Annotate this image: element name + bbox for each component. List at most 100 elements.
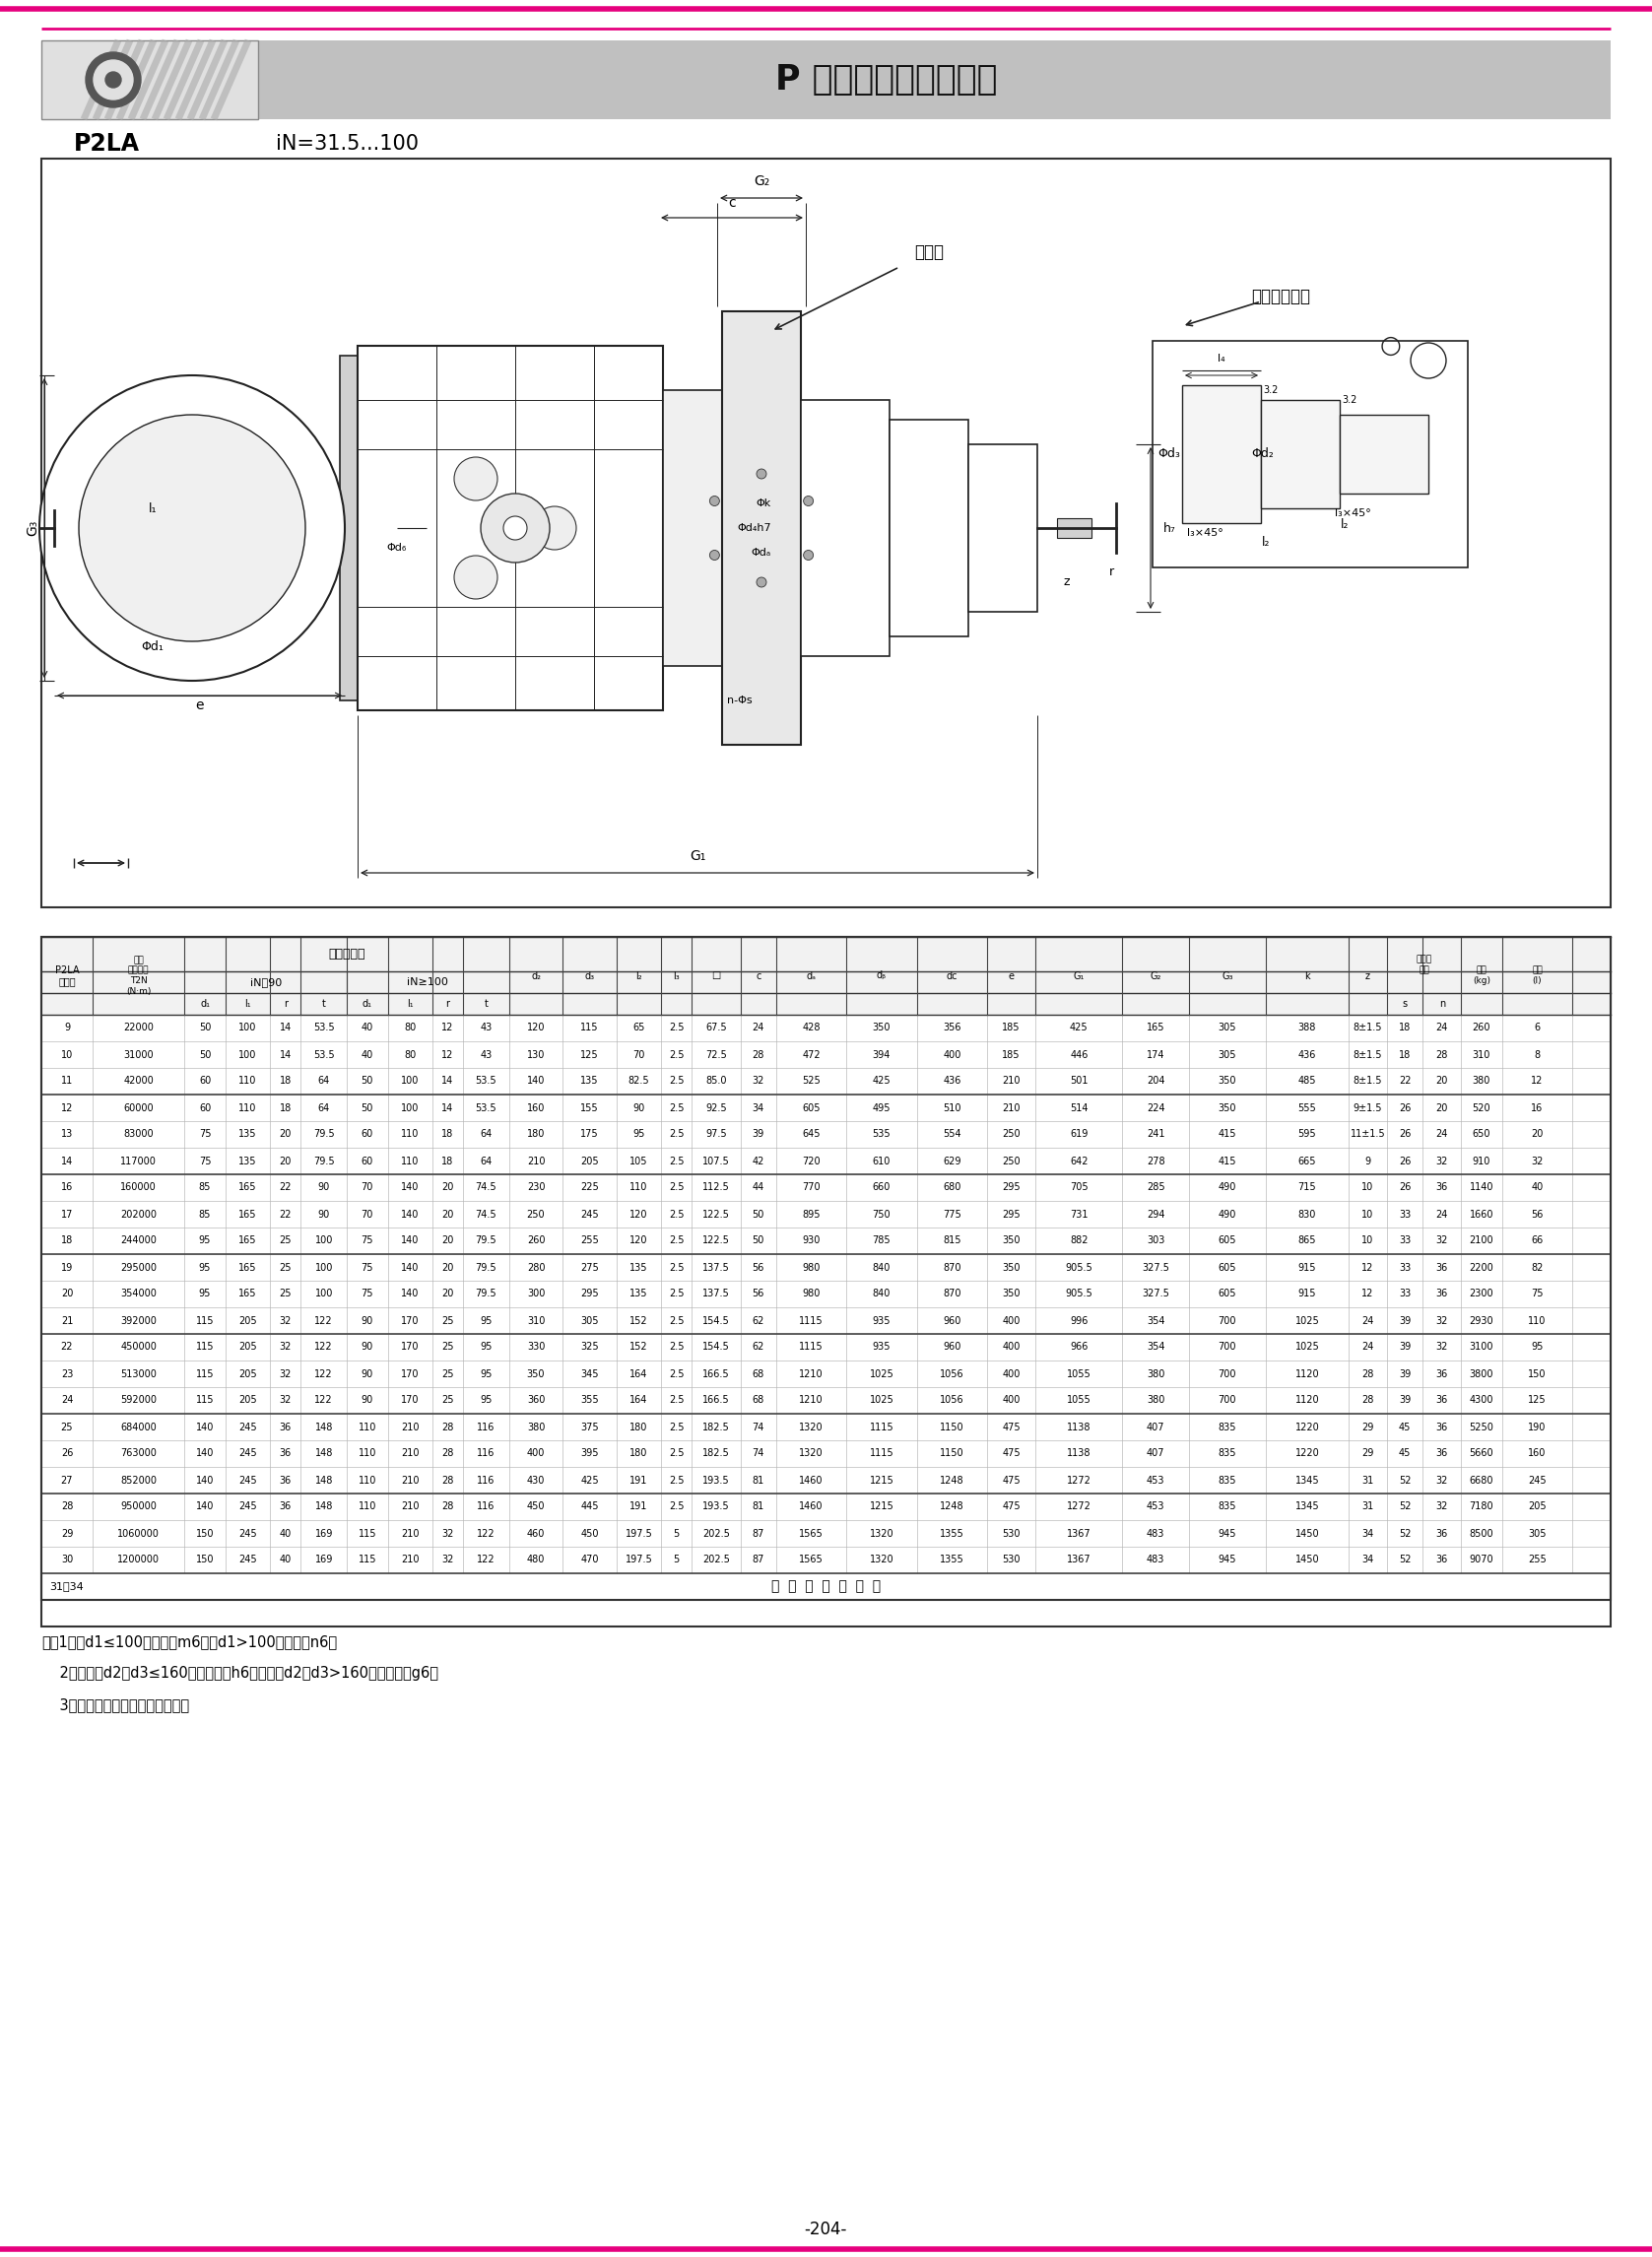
Text: 95: 95 (198, 1262, 211, 1273)
Text: 25: 25 (441, 1370, 454, 1379)
Text: 39: 39 (1399, 1395, 1411, 1406)
Text: 1355: 1355 (940, 1555, 965, 1564)
Text: 305: 305 (1218, 1050, 1236, 1059)
Text: 250: 250 (527, 1210, 545, 1219)
Text: 960: 960 (943, 1343, 961, 1352)
Text: 65: 65 (633, 1022, 644, 1034)
Text: 453: 453 (1146, 1501, 1165, 1512)
Text: 2.5: 2.5 (669, 1128, 684, 1140)
Text: 325: 325 (580, 1343, 598, 1352)
Text: 64: 64 (481, 1156, 492, 1167)
Text: 85: 85 (198, 1183, 211, 1192)
Text: 33: 33 (1399, 1210, 1411, 1219)
Text: 70: 70 (362, 1183, 373, 1192)
Text: n-Φs: n-Φs (727, 695, 752, 706)
Text: 295: 295 (1003, 1183, 1021, 1192)
Text: 705: 705 (1070, 1183, 1089, 1192)
Bar (41, 41, 1611, 120)
Bar (41, 1228, 1611, 1255)
Circle shape (94, 61, 134, 99)
Text: 53.5: 53.5 (476, 1104, 497, 1113)
Text: 34: 34 (1361, 1555, 1374, 1564)
Text: 122: 122 (477, 1555, 496, 1564)
Text: 165: 165 (238, 1289, 256, 1300)
Text: 60: 60 (362, 1156, 373, 1167)
Text: 356: 356 (943, 1022, 961, 1034)
Text: 354000: 354000 (121, 1289, 157, 1300)
Text: 255: 255 (580, 1237, 598, 1246)
Text: 1367: 1367 (1067, 1555, 1092, 1564)
Text: 70: 70 (362, 1210, 373, 1219)
Text: 285: 285 (1146, 1183, 1165, 1192)
Text: 170: 170 (401, 1316, 420, 1325)
Text: 18: 18 (441, 1128, 454, 1140)
Text: dᵦ: dᵦ (877, 971, 887, 982)
Text: 16: 16 (1531, 1104, 1543, 1113)
Bar (662, 390, 722, 666)
Text: 472: 472 (803, 1050, 821, 1059)
Bar (41, 1016, 1611, 1040)
Text: 700: 700 (1218, 1316, 1236, 1325)
Text: 164: 164 (629, 1370, 648, 1379)
Text: 36: 36 (279, 1449, 291, 1458)
Text: 22000: 22000 (124, 1022, 154, 1034)
Text: 170: 170 (401, 1370, 420, 1379)
Circle shape (757, 469, 767, 478)
Text: 255: 255 (1528, 1555, 1546, 1564)
Text: 52: 52 (1399, 1501, 1411, 1512)
Bar (41, 1068, 1611, 1095)
Text: 2.5: 2.5 (669, 1237, 684, 1246)
Text: 80: 80 (405, 1022, 416, 1034)
Text: 520: 520 (1472, 1104, 1490, 1113)
Text: t: t (484, 1000, 487, 1009)
Text: 1025: 1025 (1295, 1343, 1320, 1352)
Text: 75: 75 (198, 1128, 211, 1140)
Text: 24: 24 (1436, 1128, 1449, 1140)
Text: 137.5: 137.5 (702, 1289, 730, 1300)
Text: 460: 460 (527, 1528, 545, 1539)
Text: 202000: 202000 (121, 1210, 157, 1219)
Text: 555: 555 (1298, 1104, 1317, 1113)
Text: t: t (322, 1000, 325, 1009)
Text: 注：1、當d1≤100時公差為m6，當d1>100時公差為n6；: 注：1、當d1≤100時公差為m6，當d1>100時公差為n6； (41, 1634, 337, 1650)
Text: 1215: 1215 (869, 1476, 894, 1485)
Text: 355: 355 (580, 1395, 598, 1406)
Text: 250: 250 (1003, 1156, 1021, 1167)
Circle shape (757, 578, 767, 587)
Text: 250: 250 (1003, 1128, 1021, 1140)
Text: 116: 116 (477, 1476, 496, 1485)
Text: 645: 645 (803, 1128, 821, 1140)
Text: 182.5: 182.5 (702, 1449, 730, 1458)
Text: 165: 165 (238, 1262, 256, 1273)
Text: 14: 14 (279, 1050, 291, 1059)
Text: l₃: l₃ (672, 971, 681, 982)
Text: 8500: 8500 (1469, 1528, 1493, 1539)
Text: 295: 295 (580, 1289, 598, 1300)
Text: 24: 24 (61, 1395, 73, 1406)
Text: 1320: 1320 (800, 1422, 823, 1431)
Text: 174: 174 (1146, 1050, 1165, 1059)
Text: 油量
(l): 油量 (l) (1531, 966, 1543, 986)
Text: 354: 354 (1146, 1343, 1165, 1352)
Text: 190: 190 (1528, 1422, 1546, 1431)
Text: 1660: 1660 (1470, 1210, 1493, 1219)
Text: 327.5: 327.5 (1142, 1262, 1170, 1273)
Text: 50: 50 (752, 1237, 765, 1246)
Text: 770: 770 (803, 1183, 821, 1192)
Text: 40: 40 (279, 1528, 291, 1539)
Bar (357, 345, 662, 711)
Text: 18: 18 (1399, 1050, 1411, 1059)
Text: 245: 245 (238, 1501, 258, 1512)
Text: s: s (1403, 1000, 1408, 1009)
Text: 169: 169 (316, 1555, 332, 1564)
Text: 115: 115 (197, 1370, 215, 1379)
Text: r: r (446, 1000, 449, 1009)
Text: 5: 5 (674, 1555, 679, 1564)
Text: 33: 33 (1399, 1289, 1411, 1300)
Circle shape (504, 517, 527, 539)
Circle shape (454, 555, 497, 598)
Text: 1320: 1320 (869, 1528, 894, 1539)
Text: 20: 20 (61, 1289, 73, 1300)
Text: 665: 665 (1298, 1156, 1317, 1167)
Text: 1320: 1320 (800, 1449, 823, 1458)
